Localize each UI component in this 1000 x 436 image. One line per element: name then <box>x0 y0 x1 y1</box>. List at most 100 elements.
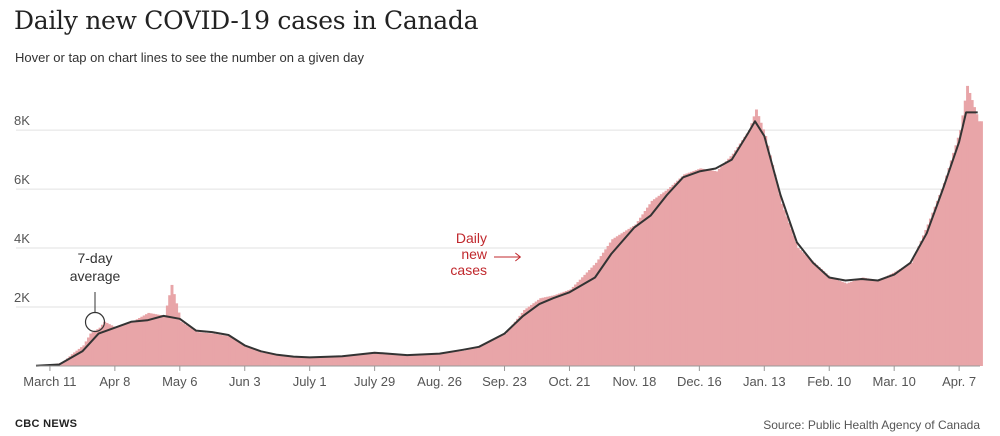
daily-bar[interactable] <box>168 295 172 366</box>
daily-bar[interactable] <box>650 200 654 366</box>
daily-bar[interactable] <box>794 241 798 366</box>
daily-bar[interactable] <box>743 136 747 366</box>
daily-bar[interactable] <box>492 339 496 366</box>
daily-bar[interactable] <box>532 303 536 366</box>
daily-bar[interactable] <box>460 350 464 366</box>
daily-bar[interactable] <box>557 293 561 366</box>
daily-bar[interactable] <box>748 130 751 366</box>
daily-bar[interactable] <box>96 329 100 366</box>
daily-bar[interactable] <box>432 353 436 366</box>
daily-bar[interactable] <box>583 274 587 366</box>
daily-bar[interactable] <box>970 100 974 366</box>
daily-bar[interactable] <box>548 296 552 366</box>
daily-bar[interactable] <box>910 262 914 366</box>
daily-bar[interactable] <box>163 315 167 366</box>
daily-bar[interactable] <box>142 315 146 366</box>
daily-bar[interactable] <box>367 353 371 366</box>
daily-bar[interactable] <box>639 217 642 366</box>
daily-bar[interactable] <box>789 229 793 366</box>
daily-bar[interactable] <box>107 324 111 366</box>
daily-bar[interactable] <box>880 279 884 366</box>
daily-bar[interactable] <box>219 334 223 366</box>
daily-bar[interactable] <box>942 183 946 366</box>
daily-bar[interactable] <box>434 353 438 366</box>
daily-bar[interactable] <box>249 348 253 366</box>
daily-bar[interactable] <box>646 207 649 366</box>
daily-bar[interactable] <box>819 269 823 366</box>
daily-bar[interactable] <box>314 357 318 366</box>
daily-bar[interactable] <box>666 189 670 366</box>
daily-bar[interactable] <box>536 299 540 366</box>
daily-bar[interactable] <box>664 190 668 366</box>
daily-bar[interactable] <box>112 326 116 366</box>
daily-bar[interactable] <box>126 323 130 366</box>
daily-bar[interactable] <box>416 354 420 366</box>
daily-bar[interactable] <box>263 353 267 366</box>
daily-bar[interactable] <box>207 333 211 366</box>
daily-bar[interactable] <box>75 350 79 366</box>
daily-bar[interactable] <box>833 279 837 366</box>
daily-bar[interactable] <box>274 354 278 366</box>
daily-bar[interactable] <box>611 239 615 366</box>
daily-bar[interactable] <box>782 210 786 366</box>
daily-bar[interactable] <box>657 195 661 366</box>
daily-bar[interactable] <box>701 168 705 366</box>
daily-bar[interactable] <box>683 174 687 366</box>
daily-bar[interactable] <box>574 284 578 366</box>
daily-bar[interactable] <box>652 199 656 366</box>
daily-bar[interactable] <box>87 337 90 366</box>
daily-bar[interactable] <box>620 233 624 366</box>
daily-bar[interactable] <box>905 265 909 366</box>
daily-bar[interactable] <box>527 306 531 366</box>
daily-bar[interactable] <box>741 140 745 366</box>
daily-bar[interactable] <box>799 250 803 366</box>
daily-bar[interactable] <box>940 189 944 366</box>
daily-bar[interactable] <box>919 240 923 366</box>
daily-bar[interactable] <box>597 259 601 366</box>
daily-bar[interactable] <box>161 315 165 366</box>
daily-bar[interactable] <box>729 156 733 366</box>
daily-bar[interactable] <box>838 280 842 366</box>
daily-bar[interactable] <box>662 192 666 366</box>
daily-bar[interactable] <box>831 278 835 366</box>
daily-bar[interactable] <box>316 357 320 366</box>
daily-bar[interactable] <box>562 291 566 366</box>
daily-bar[interactable] <box>829 277 833 366</box>
daily-bar[interactable] <box>472 348 475 366</box>
daily-bar[interactable] <box>898 269 902 366</box>
daily-bar[interactable] <box>736 146 740 366</box>
daily-bar[interactable] <box>100 324 104 366</box>
daily-bar[interactable] <box>792 235 796 366</box>
daily-bar[interactable] <box>395 354 399 366</box>
daily-bar[interactable] <box>446 352 450 366</box>
daily-bar[interactable] <box>961 115 965 367</box>
daily-bar[interactable] <box>400 354 404 366</box>
daily-bar[interactable] <box>938 194 942 366</box>
daily-bar[interactable] <box>165 305 169 366</box>
daily-bar[interactable] <box>68 356 72 366</box>
daily-bar[interactable] <box>411 354 415 366</box>
daily-bar[interactable] <box>145 314 148 366</box>
daily-bar[interactable] <box>671 184 675 366</box>
daily-bar[interactable] <box>859 278 863 366</box>
daily-bar[interactable] <box>490 340 494 366</box>
daily-bar[interactable] <box>244 346 248 366</box>
daily-bar[interactable] <box>286 355 290 366</box>
daily-bar[interactable] <box>852 280 856 366</box>
daily-bar[interactable] <box>525 308 529 366</box>
daily-bar[interactable] <box>407 354 411 366</box>
daily-bar[interactable] <box>103 321 107 366</box>
daily-bar[interactable] <box>140 316 144 366</box>
daily-bar[interactable] <box>242 345 246 366</box>
daily-bar[interactable] <box>288 356 292 366</box>
daily-bar[interactable] <box>198 332 202 366</box>
daily-bar[interactable] <box>105 322 109 366</box>
daily-bar[interactable] <box>476 347 480 366</box>
daily-bar[interactable] <box>63 360 67 366</box>
daily-bar[interactable] <box>826 275 830 366</box>
daily-bar[interactable] <box>135 319 139 366</box>
daily-bar[interactable] <box>541 297 545 366</box>
daily-bar[interactable] <box>713 170 717 366</box>
daily-bar[interactable] <box>975 114 979 367</box>
daily-bar[interactable] <box>768 155 772 366</box>
